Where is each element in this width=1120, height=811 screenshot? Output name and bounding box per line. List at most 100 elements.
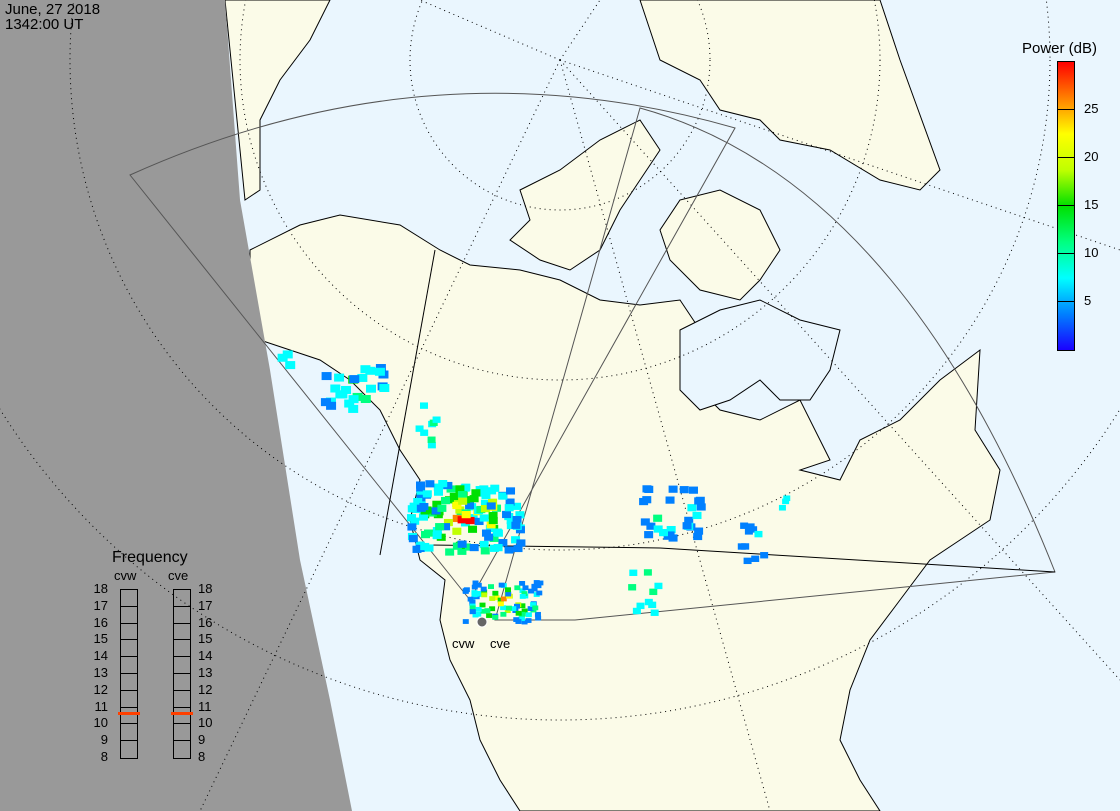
arctic-islands <box>509 119 661 271</box>
echo-cell <box>407 514 417 522</box>
echo-cell <box>500 596 507 602</box>
echo-cell <box>335 390 346 399</box>
echo-cell <box>684 516 694 524</box>
echo-cell <box>469 495 479 503</box>
frequency-cell <box>174 724 190 742</box>
colorbar-tick-line <box>1058 157 1074 158</box>
echo-cell <box>419 502 429 511</box>
echo-cell <box>525 612 532 618</box>
echo-cell <box>445 548 455 556</box>
frequency-radar-cve: cve <box>168 568 189 583</box>
echo-cell <box>465 502 475 510</box>
colorbar-tick-line <box>1058 205 1074 206</box>
echo-cell <box>489 544 499 552</box>
echo-cell <box>532 605 539 611</box>
time-label: 1342:00 UT <box>5 16 84 33</box>
echo-cell <box>488 511 498 520</box>
frequency-scale-label: 16 <box>198 614 213 630</box>
echo-cell <box>740 522 749 529</box>
echo-cell <box>480 547 490 555</box>
frequency-cell <box>121 624 137 641</box>
echo-cell <box>427 436 436 443</box>
frequency-scale-label: 9 <box>100 732 108 748</box>
echo-cell <box>535 583 542 589</box>
baffin-island <box>659 189 781 301</box>
echo-cell <box>642 496 652 504</box>
echo-cell <box>457 540 467 548</box>
echo-cell <box>514 585 521 591</box>
echo-cell <box>424 544 434 552</box>
echo-cell <box>468 525 478 533</box>
echo-cell <box>666 525 676 534</box>
frequency-scale-label: 15 <box>198 631 213 647</box>
echo-cell <box>629 569 638 576</box>
echo-cell <box>519 594 526 599</box>
echo-cell <box>489 534 499 542</box>
echo-cell <box>437 504 447 512</box>
echo-cell <box>432 531 442 539</box>
echo-cell <box>518 616 525 622</box>
echo-cell <box>344 399 355 408</box>
frequency-cell <box>174 657 190 674</box>
frequency-radar-cvw: cvw <box>114 568 137 583</box>
echo-cell <box>737 543 746 550</box>
echo-cell <box>476 505 486 514</box>
echo-cell <box>497 601 504 607</box>
greenland <box>639 0 941 191</box>
frequency-cell <box>174 741 190 758</box>
echo-cell <box>479 602 486 608</box>
frequency-scale-label: 9 <box>198 732 206 748</box>
echo-cell <box>452 501 462 510</box>
frequency-scale-label: 10 <box>93 715 108 731</box>
echo-cell <box>472 580 479 586</box>
echo-cell <box>510 606 517 611</box>
radar-label-cvw: cvw <box>452 636 475 651</box>
echo-cell <box>469 599 476 605</box>
echo-cell <box>628 584 637 591</box>
echo-cell <box>480 608 487 614</box>
echo-cell <box>749 526 758 533</box>
frequency-cell <box>121 674 137 691</box>
echo-cell <box>521 591 528 596</box>
echo-cell <box>694 527 704 535</box>
echo-cell <box>490 484 500 492</box>
frequency-bar-cvw <box>120 589 138 759</box>
echo-cell <box>486 502 496 510</box>
echo-cell <box>782 498 790 505</box>
cve-fov <box>494 107 1056 621</box>
echo-cell <box>512 516 522 524</box>
echo-cell <box>475 606 482 612</box>
colorbar-tick-label: 5 <box>1084 293 1092 308</box>
echo-cell <box>374 367 385 376</box>
frequency-cell <box>121 741 137 758</box>
echo-cell <box>646 522 656 530</box>
echo-cell <box>487 584 494 589</box>
echo-cell <box>357 373 368 382</box>
echo-cell <box>536 590 543 596</box>
echo-cell <box>521 608 528 614</box>
echo-cell <box>481 529 491 537</box>
echo-cell <box>282 350 293 359</box>
frequency-scale-label: 11 <box>94 698 109 714</box>
echo-cell <box>778 504 786 511</box>
echo-cell <box>360 395 371 404</box>
echo-cell <box>506 516 516 525</box>
echo-cell <box>472 612 479 618</box>
echo-cell <box>438 480 448 488</box>
echo-cell <box>480 586 487 592</box>
echo-cell <box>467 596 474 602</box>
colorbar-title: Power (dB) <box>1022 40 1098 57</box>
frequency-scale-label: 12 <box>198 681 213 697</box>
night-terminator-region <box>0 0 352 811</box>
echo-cell <box>457 516 467 524</box>
radar-fields-of-view <box>129 92 1056 621</box>
echo-cell <box>504 504 514 512</box>
echo-cell <box>449 492 459 501</box>
echo-cell <box>348 404 359 413</box>
echo-cell <box>654 582 663 590</box>
echo-cell <box>479 540 489 549</box>
echo-cell <box>348 395 359 404</box>
echo-cell <box>452 527 462 535</box>
echo-cell <box>408 535 418 543</box>
